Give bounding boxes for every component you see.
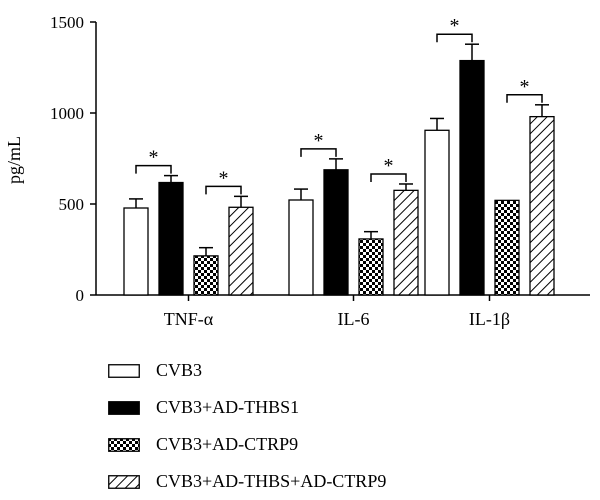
legend: CVB3 CVB3+AD-THBS1 CVB3+AD-CTRP9 CVB3+AD-TH… (108, 352, 386, 500)
y-tick-label: 1500 (50, 13, 84, 32)
bar (288, 199, 314, 296)
legend-item: CVB3+AD-CTRP9 (108, 426, 386, 463)
bar (393, 189, 419, 296)
legend-item: CVB3+AD-THBS+AD-CTRP9 (108, 463, 386, 500)
bar (193, 255, 219, 296)
significance-markers: * * * * * * (135, 15, 543, 195)
bar (424, 129, 450, 296)
significance-bracket (436, 33, 473, 43)
axes: 0 500 1000 1500 TNF-α IL-6 IL-1β (50, 13, 590, 329)
significance-bracket (135, 164, 172, 174)
x-tick-label: IL-1β (469, 309, 510, 329)
legend-swatch (108, 474, 140, 489)
y-tick-label: 500 (59, 195, 85, 214)
legend-label: CVB3 (156, 360, 203, 380)
bar (494, 199, 520, 296)
significance-star: * (450, 15, 460, 37)
y-axis-label: pg/mL (4, 136, 24, 184)
bar (123, 207, 149, 296)
legend-item: CVB3+AD-THBS1 (108, 389, 386, 426)
legend-item: CVB3 (108, 352, 386, 389)
x-tick-label: TNF-α (164, 309, 214, 329)
bar (358, 238, 384, 296)
significance-bracket (300, 148, 337, 157)
x-tick-label: IL-6 (338, 309, 370, 329)
bars (123, 43, 555, 296)
significance-star: * (520, 76, 530, 98)
y-tick-label: 0 (76, 286, 85, 305)
bar (529, 115, 555, 296)
legend-swatch (108, 363, 140, 378)
significance-star: * (149, 147, 159, 169)
bar (158, 181, 184, 296)
significance-star: * (219, 167, 229, 189)
bar (323, 169, 349, 296)
significance-bracket (370, 173, 407, 182)
legend-swatch (108, 400, 140, 415)
significance-star: * (314, 130, 324, 152)
significance-star: * (384, 155, 394, 177)
legend-label: CVB3+AD-THBS1 (156, 397, 300, 417)
significance-bracket (506, 94, 543, 103)
y-tick-label: 1000 (50, 104, 84, 123)
significance-bracket (205, 185, 242, 195)
legend-label: CVB3+AD-CTRP9 (156, 434, 299, 454)
bar (459, 59, 485, 296)
bar-chart: 0 500 1000 1500 TNF-α IL-6 IL-1β * * * * * * pg/mL (4, 13, 590, 329)
bar (228, 206, 254, 296)
legend-swatch (108, 437, 140, 452)
legend-label: CVB3+AD-THBS+AD-CTRP9 (156, 471, 387, 491)
